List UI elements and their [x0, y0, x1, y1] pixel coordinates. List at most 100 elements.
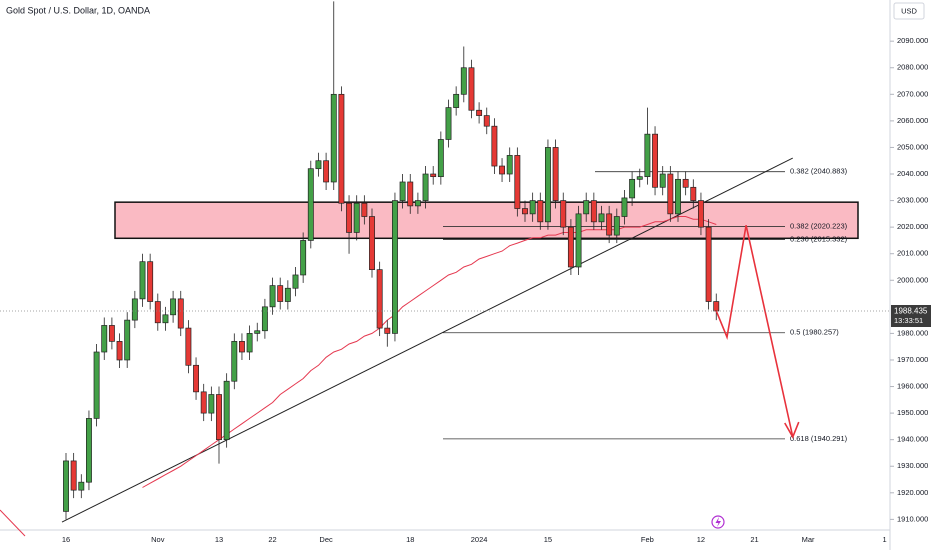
candle-body	[231, 341, 238, 382]
candle-body	[315, 160, 322, 170]
candle-body	[70, 460, 77, 491]
candle-body	[422, 173, 429, 201]
candle-body	[200, 391, 207, 414]
candle-body	[147, 261, 154, 302]
x-tick-label: Dec	[319, 535, 333, 544]
candle-body	[292, 274, 299, 289]
candle-body	[139, 261, 146, 300]
candle-body	[407, 181, 414, 207]
candle-body	[154, 301, 161, 324]
y-tick-label: 2010.000	[897, 249, 928, 258]
candle-body	[682, 178, 689, 188]
y-tick-label: 2080.000	[897, 63, 928, 72]
candle-body	[239, 341, 245, 353]
candle-body	[124, 319, 131, 361]
x-tick-label: 21	[750, 535, 758, 544]
fib-label: 0.618 (1940.291)	[790, 434, 848, 443]
candle-body	[544, 147, 551, 223]
x-tick-label: 2024	[471, 535, 488, 544]
candle-body	[93, 351, 100, 419]
candle-body	[108, 325, 115, 342]
candle-body	[629, 178, 636, 199]
candle-body	[491, 125, 498, 167]
candle-body	[430, 173, 437, 178]
candle-body	[177, 298, 184, 329]
candle-body	[307, 168, 314, 241]
candle-body	[713, 301, 720, 312]
y-tick-label: 2050.000	[897, 142, 928, 151]
candle-body	[284, 287, 291, 302]
candle-body	[483, 115, 490, 127]
candle-body	[353, 202, 360, 233]
x-tick-label: 12	[697, 535, 705, 544]
candle-body	[170, 298, 177, 316]
candle-body	[606, 213, 613, 236]
y-tick-label: 2040.000	[897, 169, 928, 178]
candle-body	[460, 67, 467, 95]
y-tick-label: 1920.000	[897, 488, 928, 497]
fib-label: 0.382 (2020.223)	[790, 222, 848, 231]
candle-body	[437, 139, 444, 178]
candle-body	[392, 200, 398, 334]
resistance-zone	[114, 201, 859, 240]
candle-body	[101, 325, 108, 353]
candle-body	[445, 107, 452, 140]
x-tick-label: 13	[215, 535, 223, 544]
candle-body	[277, 285, 284, 302]
candle-body	[675, 178, 681, 215]
candle-body	[499, 165, 506, 175]
candle-body	[613, 216, 620, 236]
candle-body	[644, 133, 651, 178]
event-icon[interactable]	[711, 515, 725, 529]
candle-body	[162, 314, 169, 324]
candle-body	[667, 173, 674, 215]
candle-body	[575, 213, 582, 268]
candle-body	[590, 200, 597, 223]
candle-body	[384, 327, 391, 334]
y-tick-label: 1940.000	[897, 435, 928, 444]
y-tick-label: 1980.000	[897, 328, 928, 337]
x-tick-label: Mar	[802, 535, 815, 544]
candle-body	[621, 197, 628, 217]
candle-body	[208, 394, 215, 414]
countdown: 13:33:51	[894, 316, 923, 325]
candle-body	[361, 202, 368, 217]
candle-body	[116, 341, 123, 361]
candle-body	[453, 93, 460, 108]
candle-body	[468, 67, 475, 111]
candle-body	[261, 306, 268, 332]
candle-body	[598, 213, 605, 223]
y-tick-label: 1910.000	[897, 514, 928, 523]
x-tick-label: Feb	[641, 535, 654, 544]
x-tick-label: 18	[406, 535, 414, 544]
y-tick-label: 2000.000	[897, 275, 928, 284]
candle-body	[529, 200, 536, 215]
x-tick-label: 1	[882, 535, 886, 544]
candle-body	[246, 333, 253, 353]
x-tick-label: 15	[544, 535, 552, 544]
candle-body	[85, 418, 92, 483]
y-tick-label: 2070.000	[897, 89, 928, 98]
candle-body	[690, 186, 697, 201]
fib-label: 0.382 (2040.883)	[790, 167, 848, 176]
candle-body	[216, 394, 222, 441]
candle-body	[414, 200, 421, 207]
candle-body	[552, 147, 559, 201]
candle-body	[514, 155, 521, 209]
currency: USD	[901, 6, 917, 15]
candle-body	[223, 380, 230, 441]
y-tick-label: 1970.000	[897, 355, 928, 364]
candle-body	[476, 109, 483, 116]
candle-body	[567, 226, 574, 268]
candle-body	[330, 93, 337, 183]
x-tick-label: 16	[62, 535, 70, 544]
y-tick-label: 1930.000	[897, 461, 928, 470]
candle-body	[369, 216, 375, 270]
candle-body	[522, 208, 528, 215]
candle-body	[323, 160, 330, 183]
candle-body	[697, 200, 704, 228]
y-tick-label: 2060.000	[897, 116, 928, 125]
projection-arrowhead	[784, 421, 800, 439]
candle-body	[560, 200, 567, 228]
currency-box[interactable]	[893, 2, 925, 20]
